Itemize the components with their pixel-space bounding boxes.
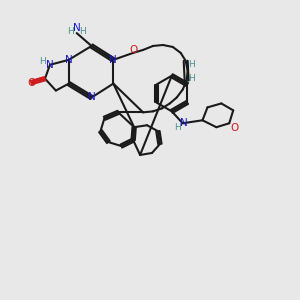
Text: N: N — [180, 118, 188, 128]
Text: H: H — [188, 60, 195, 69]
Text: N: N — [46, 60, 54, 70]
Text: N: N — [65, 55, 73, 65]
Text: H: H — [188, 74, 195, 83]
Text: H: H — [174, 123, 181, 132]
Text: H: H — [40, 57, 46, 66]
Text: O: O — [27, 78, 35, 88]
Text: N: N — [88, 92, 95, 103]
Text: N: N — [110, 55, 117, 65]
Text: H: H — [68, 27, 74, 36]
Text: O: O — [230, 123, 238, 133]
Text: O: O — [129, 45, 137, 55]
Text: H: H — [79, 27, 86, 36]
Text: N: N — [73, 23, 81, 33]
